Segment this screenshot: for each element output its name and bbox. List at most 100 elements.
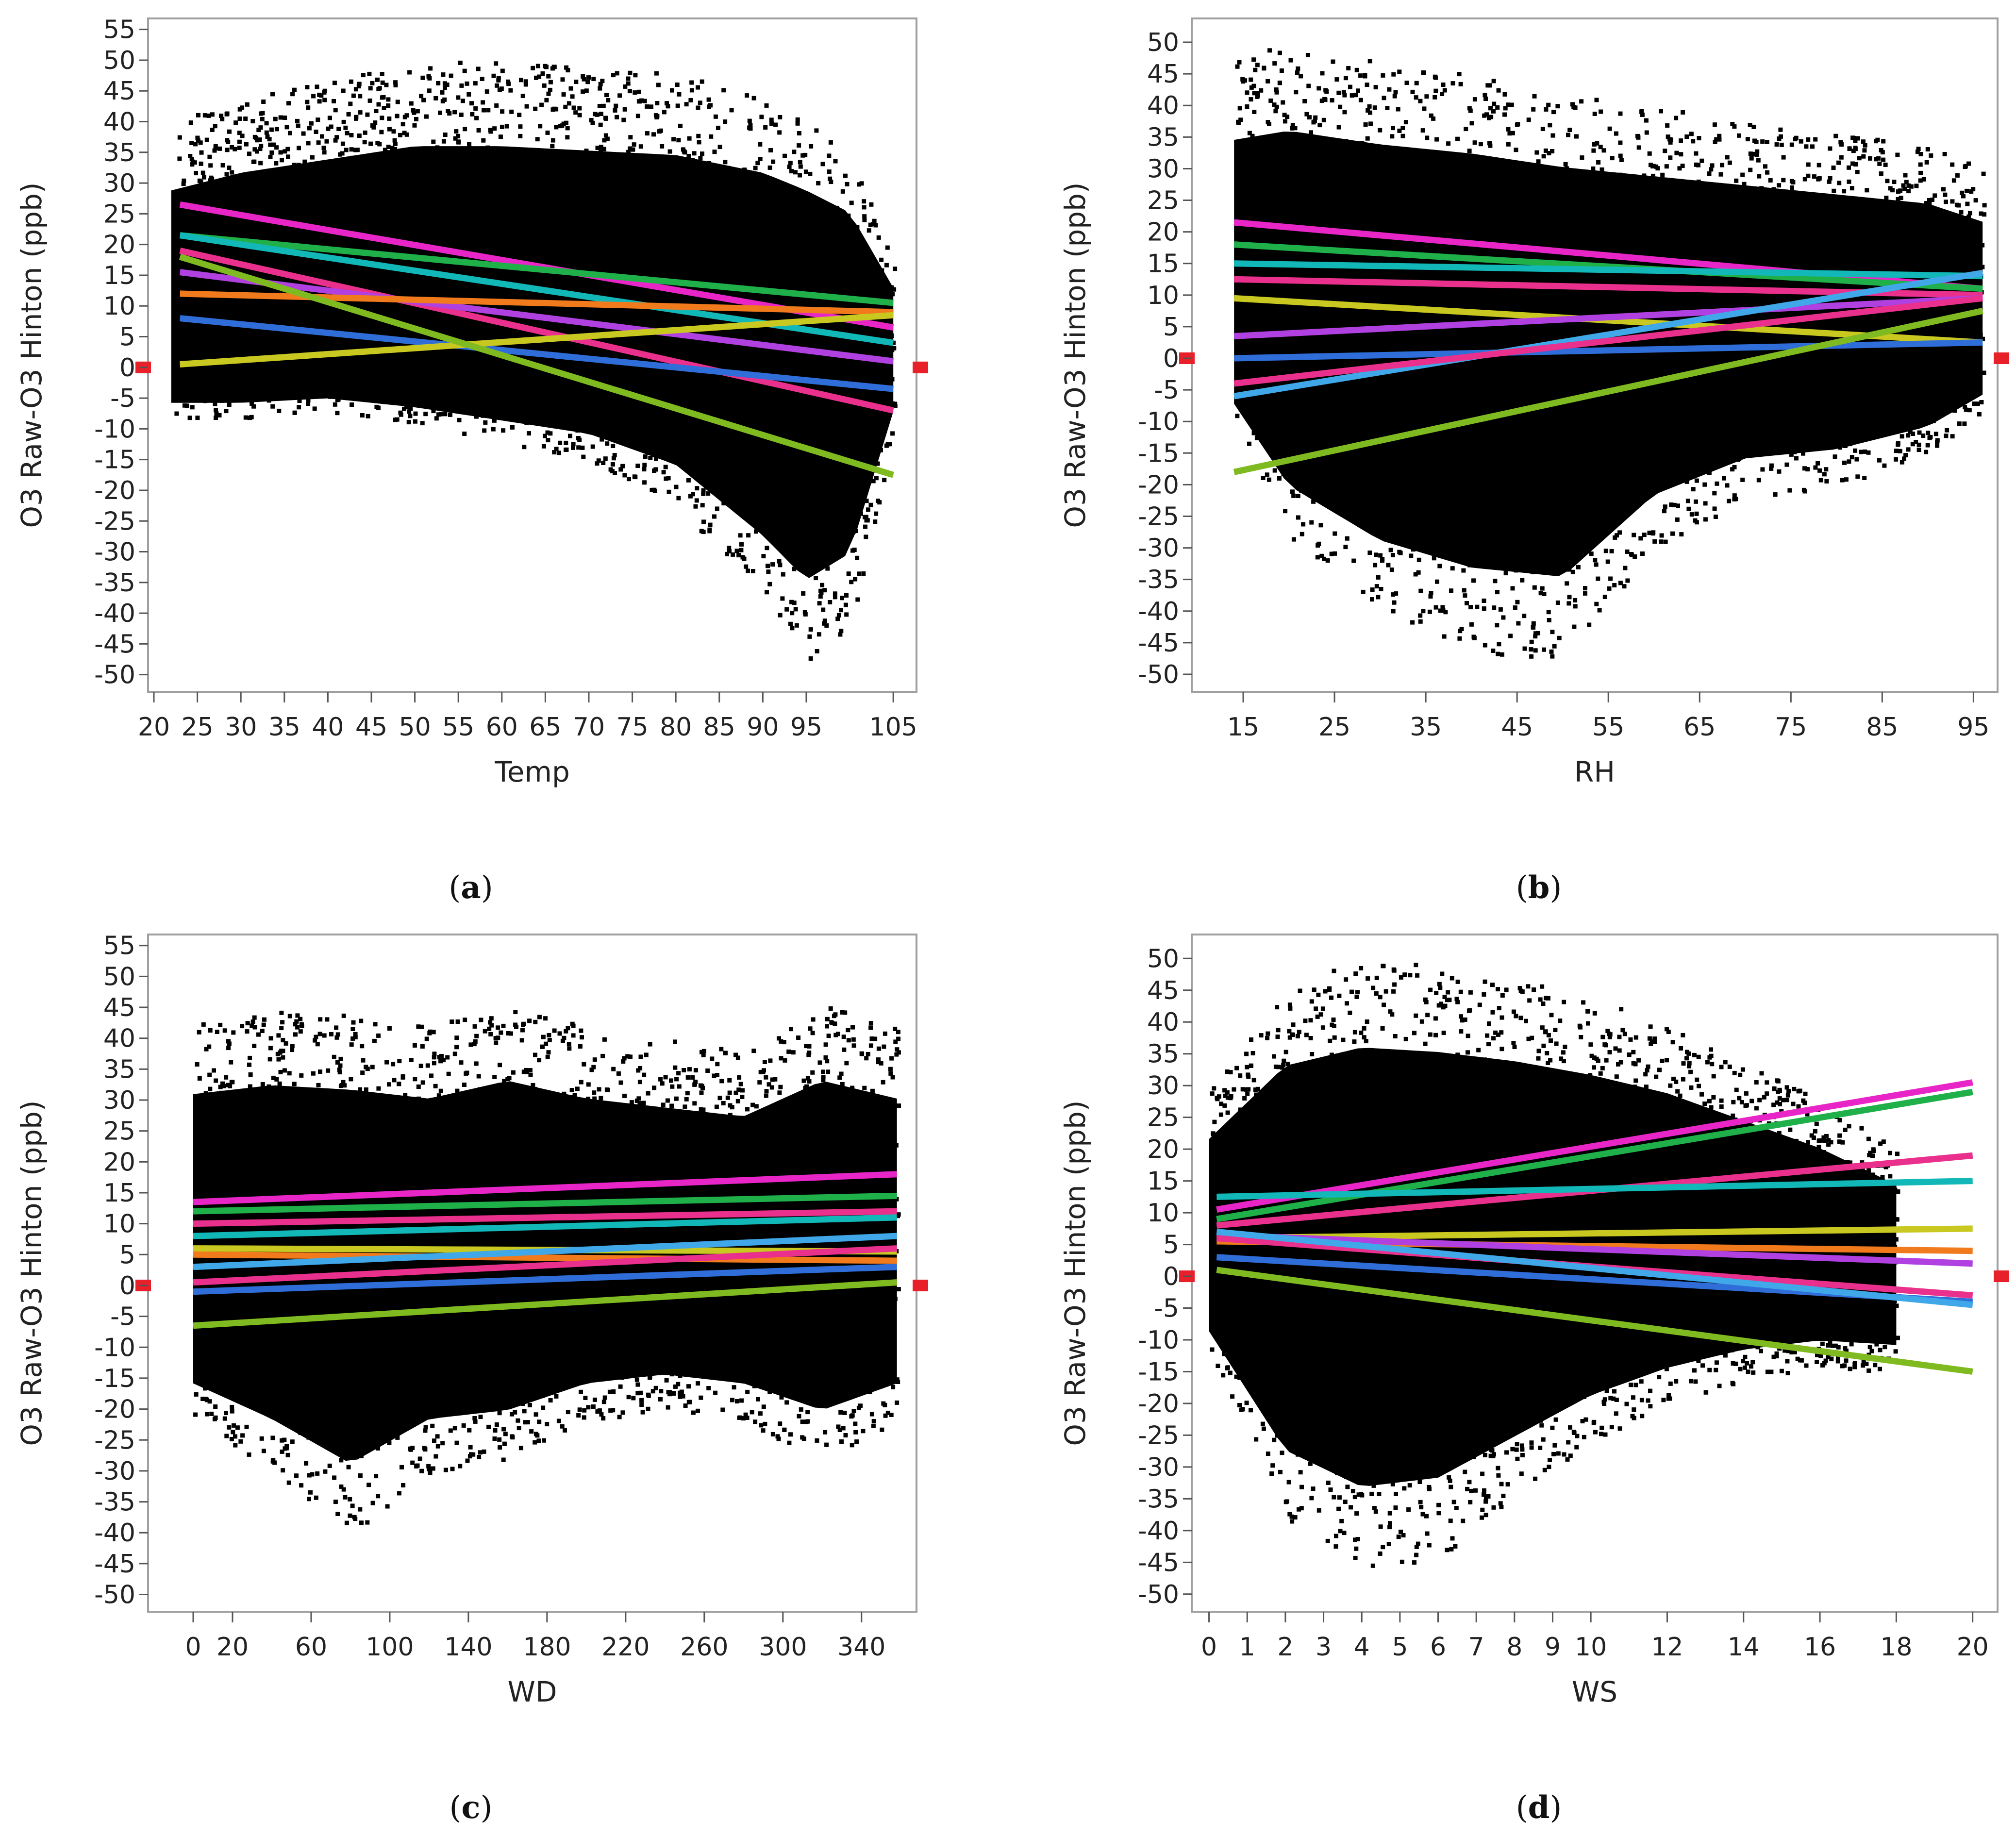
scatter-point (1687, 304, 1692, 309)
scatter-point (777, 457, 781, 462)
scatter-point (1967, 408, 1972, 413)
scatter-point (688, 494, 693, 499)
scatter-point (1252, 175, 1257, 180)
scatter-point (872, 318, 877, 323)
scatter-point (409, 372, 414, 377)
scatter-point (565, 126, 570, 131)
scatter-point (1433, 74, 1437, 79)
scatter-point (284, 125, 289, 130)
scatter-point (436, 81, 441, 85)
scatter-point (514, 289, 518, 294)
scatter-point (1503, 379, 1508, 384)
scatter-point (1306, 251, 1311, 256)
scatter-point (491, 235, 496, 240)
scatter-point (200, 170, 205, 175)
scatter-point (1801, 443, 1806, 448)
scatter-point (764, 510, 768, 515)
scatter-point (603, 133, 608, 138)
scatter-point (1242, 351, 1247, 356)
scatter-point (777, 559, 782, 564)
scatter-point (480, 77, 484, 81)
scatter-point (1754, 192, 1759, 197)
scatter-point (1509, 168, 1514, 173)
scatter-point (263, 198, 268, 203)
scatter-point (353, 156, 358, 161)
scatter-point (1331, 139, 1336, 144)
scatter-point (693, 262, 698, 267)
scatter-point (1667, 190, 1672, 195)
scatter-point (672, 340, 677, 345)
scatter-point (453, 183, 458, 188)
scatter-point (1444, 379, 1448, 384)
scatter-point (481, 138, 486, 143)
scatter-point (377, 86, 382, 91)
scatter-point (1557, 635, 1562, 640)
scatter-point (1350, 93, 1354, 98)
scatter-point (1882, 463, 1887, 468)
scatter-point (176, 340, 181, 345)
scatter-point (1888, 375, 1893, 380)
scatter-point (1642, 533, 1647, 537)
scatter-point (818, 594, 823, 599)
scatter-point (712, 514, 716, 519)
scatter-point (360, 201, 364, 206)
scatter-point (751, 569, 755, 573)
scatter-point (657, 367, 662, 372)
scatter-point (850, 404, 854, 409)
scatter-point (1354, 67, 1359, 72)
scatter-point (1309, 388, 1314, 393)
scatter-point (623, 316, 628, 321)
scatter-point (227, 376, 232, 381)
scatter-point (1485, 270, 1490, 275)
scatter-point (476, 128, 481, 133)
scatter-point (1353, 93, 1358, 98)
scatter-point (571, 359, 576, 364)
scatter-point (1473, 521, 1478, 526)
scatter-point (407, 70, 412, 75)
scatter-point (773, 122, 778, 127)
scatter-point (1525, 500, 1530, 504)
scatter-point (1503, 173, 1508, 178)
scatter-point (1267, 48, 1272, 53)
scatter-point (351, 394, 356, 399)
scatter-point (789, 169, 794, 174)
scatter-point (419, 94, 424, 99)
scatter-point (1930, 198, 1934, 202)
scatter-point (458, 292, 463, 297)
scatter-point (1351, 339, 1356, 344)
scatter-point (1281, 100, 1285, 105)
scatter-point (755, 332, 760, 336)
scatter-point (1535, 288, 1540, 293)
scatter-point (1835, 325, 1840, 330)
scatter-point (707, 181, 712, 185)
scatter-point (1463, 534, 1467, 539)
scatter-point (1247, 441, 1251, 446)
scatter-point (393, 141, 398, 146)
scatter-point (880, 410, 885, 415)
scatter-point (431, 265, 436, 270)
scatter-point (1555, 601, 1560, 605)
scatter-point (380, 116, 384, 120)
scatter-point (825, 566, 830, 571)
scatter-point (1500, 343, 1505, 348)
scatter-point (1842, 189, 1847, 194)
scatter-point (496, 76, 501, 81)
scatter-point (1495, 590, 1500, 595)
scatter-point (379, 174, 383, 179)
scatter-point (302, 337, 307, 342)
scatter-point (575, 249, 580, 253)
scatter-point (256, 128, 261, 133)
scatter-point (1598, 209, 1602, 214)
scatter-point (452, 178, 457, 183)
scatter-point (718, 348, 723, 353)
scatter-point (411, 308, 416, 312)
scatter-point (466, 361, 471, 366)
scatter-point (811, 267, 816, 272)
scatter-point (1510, 586, 1515, 591)
scatter-point (367, 98, 372, 103)
scatter-point (1550, 167, 1555, 171)
scatter-point (1831, 370, 1836, 375)
scatter-point (1420, 128, 1425, 133)
scatter-point (490, 205, 495, 210)
scatter-point (193, 142, 198, 147)
